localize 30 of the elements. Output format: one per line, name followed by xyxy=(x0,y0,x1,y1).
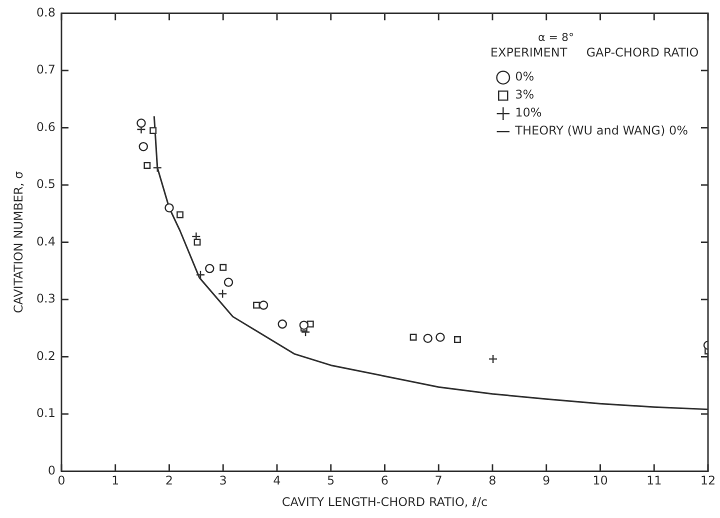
x-tick-label: 9 xyxy=(542,474,550,488)
legend-title: EXPERIMENT GAP-CHORD RATIO xyxy=(490,45,699,60)
x-tick-label: 2 xyxy=(165,474,174,488)
y-tick-label: 0.1 xyxy=(36,406,56,420)
legend-label: 3% xyxy=(515,88,534,102)
legend-label: 0% xyxy=(515,70,534,84)
y-tick-label: 0.4 xyxy=(36,234,56,248)
x-tick-label: 0 xyxy=(58,474,66,488)
x-tick-label: 3 xyxy=(219,474,227,488)
x-tick-label: 8 xyxy=(488,474,496,488)
x-tick-label: 6 xyxy=(380,474,389,488)
annotation: α = 8° xyxy=(538,31,574,44)
x-tick-label: 11 xyxy=(646,474,662,488)
y-axis-title: CAVITATION NUMBER, σ xyxy=(11,170,26,314)
x-tick-label: 4 xyxy=(273,474,281,488)
y-tick-label: 0.5 xyxy=(36,177,56,192)
y-tick-label: 0.8 xyxy=(36,5,56,20)
legend-label: 10% xyxy=(515,106,542,120)
y-tick-label: 0.2 xyxy=(36,348,56,363)
x-tick-label: 1 xyxy=(112,474,120,488)
y-tick-label: 0.3 xyxy=(36,292,56,306)
x-tick-label: 7 xyxy=(434,474,442,488)
x-axis-title: CAVITY LENGTH-CHORD RATIO, ℓ/c xyxy=(282,494,488,509)
y-tick-label: 0.6 xyxy=(36,120,56,134)
y-tick-label: 0.7 xyxy=(36,62,56,77)
x-tick-label: 5 xyxy=(327,474,335,488)
legend-label: THEORY (WU and WANG) 0% xyxy=(514,124,688,138)
x-tick-label: 10 xyxy=(592,474,608,488)
x-tick-label: 12 xyxy=(700,474,716,488)
y-tick-label: 0 xyxy=(48,463,56,478)
